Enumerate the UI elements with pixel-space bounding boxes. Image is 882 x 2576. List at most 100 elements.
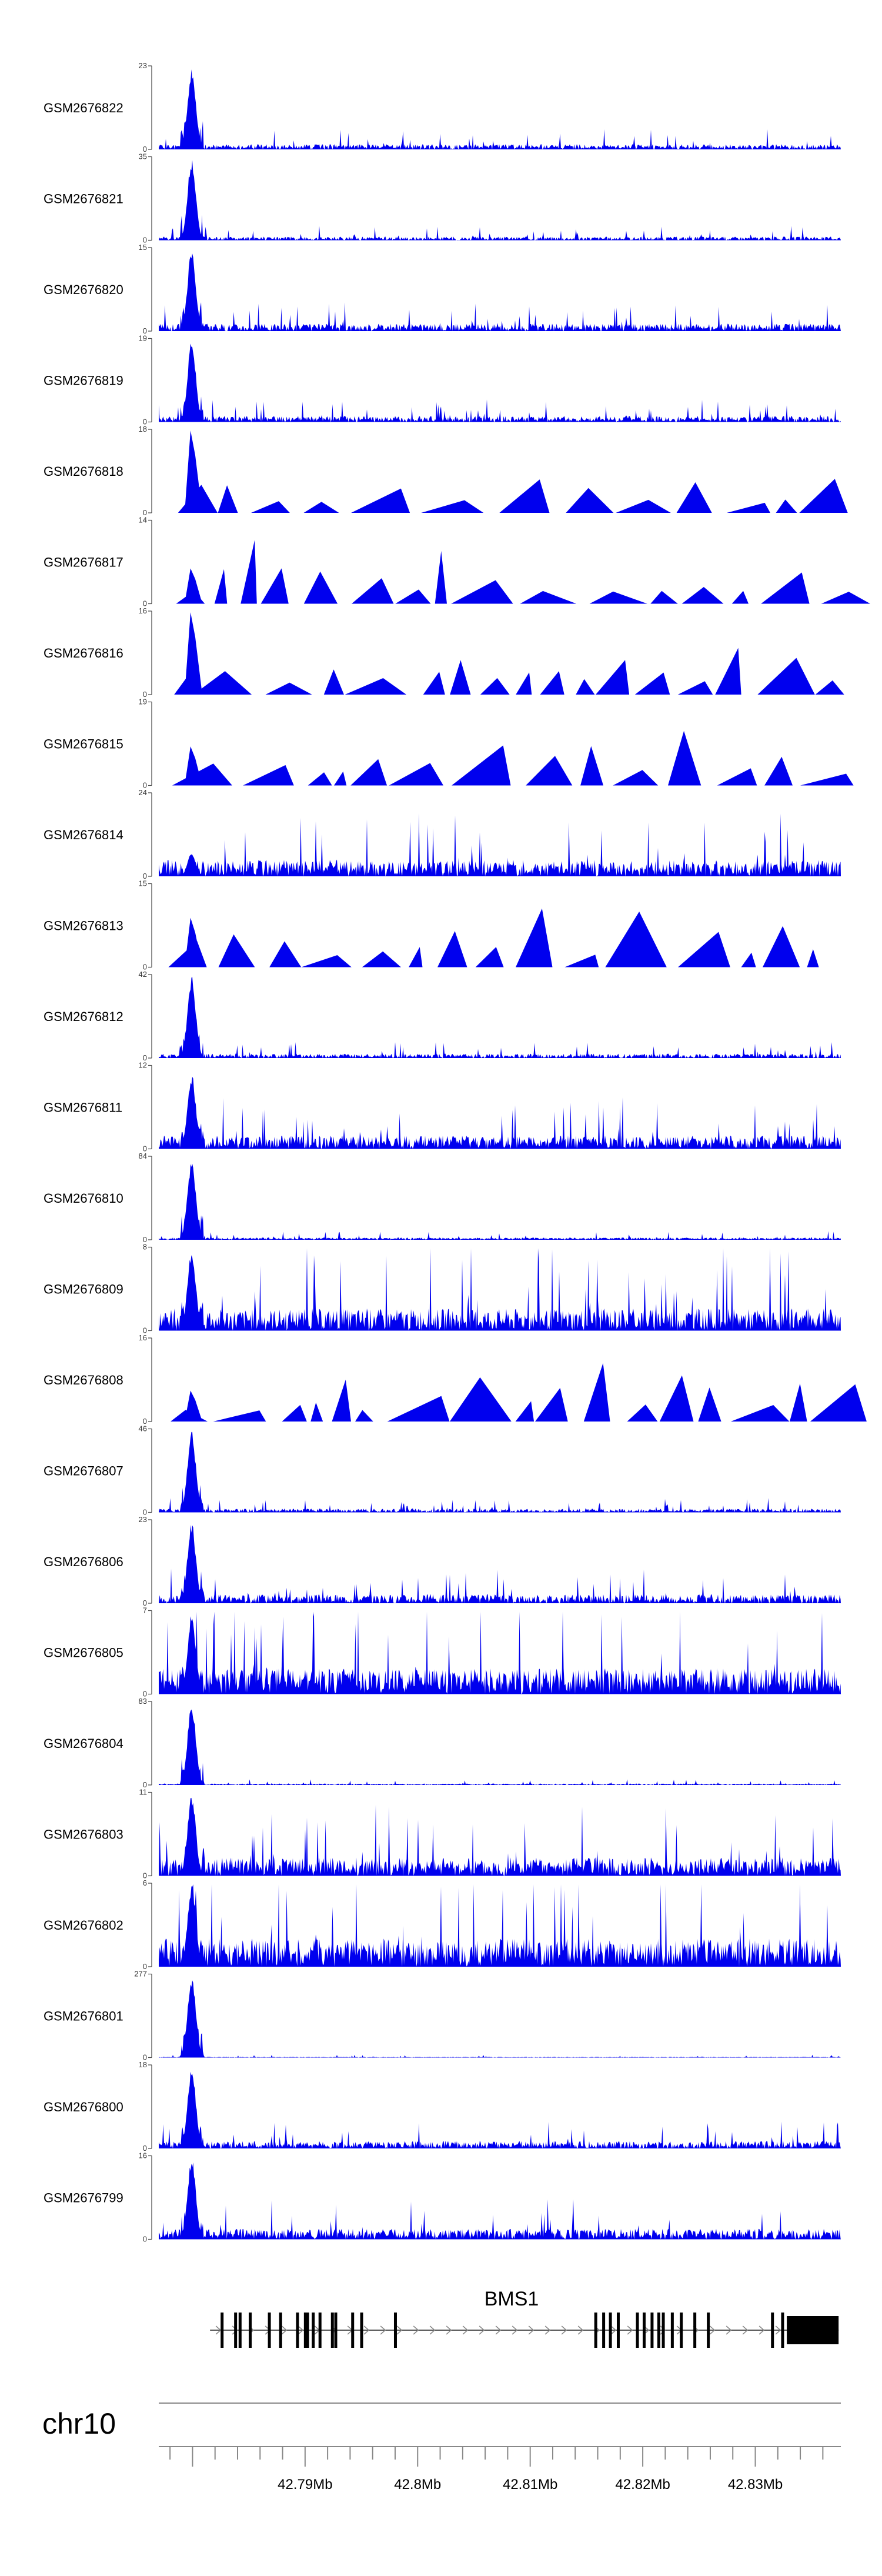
y-axis-max-label: 12 — [139, 1061, 147, 1070]
y-axis-min-label: 0 — [143, 1053, 147, 1062]
track-GSM2676816: GSM2676816 16 0 — [44, 606, 844, 699]
chromosome-label: chr10 — [42, 2407, 116, 2440]
y-axis-min-label: 0 — [143, 2053, 147, 2062]
exon — [334, 2313, 338, 2348]
y-axis-min-label: 0 — [143, 781, 147, 790]
track-label: GSM2676818 — [44, 464, 123, 479]
coverage-area — [159, 1797, 841, 1876]
y-axis-max-label: 83 — [139, 1697, 147, 1706]
y-axis-max-label: 84 — [139, 1152, 147, 1160]
y-axis-max-label: 23 — [139, 1515, 147, 1524]
y-axis-max-label: 7 — [143, 1606, 147, 1615]
strand-arrow — [775, 2325, 781, 2335]
strand-arrow — [561, 2325, 567, 2335]
exon — [602, 2313, 606, 2348]
strand-arrow — [610, 2325, 617, 2335]
y-axis-max-label: 19 — [139, 334, 147, 343]
strand-arrow — [528, 2325, 534, 2335]
y-axis-max-label: 35 — [139, 152, 147, 161]
track-GSM2676820: GSM2676820 15 0 — [44, 243, 841, 335]
y-axis-min-label: 0 — [143, 690, 147, 699]
strand-arrow — [429, 2325, 436, 2335]
strand-arrow — [627, 2325, 633, 2335]
exon — [609, 2313, 612, 2348]
y-axis-min-label: 0 — [143, 1599, 147, 1607]
strand-arrow — [759, 2325, 765, 2335]
track-label: GSM2676805 — [44, 1646, 123, 1660]
exon — [707, 2313, 710, 2348]
y-axis-max-label: 16 — [139, 1333, 147, 1342]
track-label: GSM2676814 — [44, 827, 123, 842]
exon — [279, 2313, 282, 2348]
strand-arrow — [232, 2325, 238, 2335]
coverage-area — [165, 908, 829, 967]
coverage-peak — [185, 612, 202, 695]
track-GSM2676805: GSM2676805 7 0 — [44, 1606, 841, 1699]
coverage-area — [159, 813, 841, 876]
exon — [318, 2313, 322, 2348]
coverage-area — [159, 160, 841, 241]
track-GSM2676810: GSM2676810 84 0 — [44, 1152, 841, 1244]
exon — [643, 2313, 646, 2348]
exon — [781, 2313, 784, 2348]
coverage-area — [159, 976, 841, 1058]
track-label: GSM2676813 — [44, 919, 123, 933]
coverage-area — [159, 1432, 841, 1513]
track-GSM2676809: GSM2676809 8 0 — [44, 1243, 841, 1335]
x-tick-label: 42.82Mb — [615, 2477, 670, 2492]
strand-arrow — [446, 2325, 452, 2335]
y-axis-max-label: 11 — [139, 1788, 148, 1797]
track-GSM2676811: GSM2676811 12 0 — [44, 1061, 841, 1153]
exon — [670, 2313, 674, 2348]
track-GSM2676813: GSM2676813 15 0 — [44, 879, 829, 972]
coverage-area — [165, 730, 854, 786]
coverage-area — [159, 1709, 841, 1785]
exon — [616, 2313, 620, 2348]
y-axis-max-label: 23 — [139, 61, 147, 70]
exon — [330, 2313, 334, 2348]
track-label: GSM2676806 — [44, 1554, 123, 1569]
exon — [771, 2313, 774, 2348]
gene-model-track: BMS1 — [210, 2288, 839, 2348]
y-axis-min-label: 0 — [143, 1508, 147, 1517]
track-GSM2676799: GSM2676799 16 0 — [44, 2151, 841, 2244]
coverage-area — [159, 1524, 841, 1603]
track-GSM2676817: GSM2676817 14 0 — [44, 516, 870, 608]
track-label: GSM2676808 — [44, 1373, 123, 1387]
y-axis-min-label: 0 — [143, 1780, 147, 1789]
exon — [249, 2313, 252, 2348]
track-label: GSM2676803 — [44, 1827, 123, 1842]
exon — [234, 2313, 238, 2348]
track-GSM2676806: GSM2676806 23 0 — [44, 1515, 841, 1607]
utr-3prime — [787, 2316, 839, 2344]
y-axis-max-label: 14 — [139, 516, 147, 525]
track-label: GSM2676815 — [44, 737, 123, 752]
strand-arrow — [462, 2325, 469, 2335]
track-label: GSM2676822 — [44, 101, 123, 115]
coverage-area — [165, 479, 848, 513]
coverage-area — [159, 69, 841, 149]
coverage-area — [159, 1163, 841, 1240]
coverage-area — [159, 1980, 841, 2058]
track-GSM2676812: GSM2676812 42 0 — [44, 970, 841, 1062]
y-axis-min-label: 0 — [143, 2144, 147, 2153]
track-GSM2676803: GSM2676803 11 0 — [44, 1788, 841, 1880]
strand-arrow — [495, 2325, 502, 2335]
track-GSM2676801: GSM2676801 277 0 — [44, 1970, 841, 2062]
track-GSM2676807: GSM2676807 46 0 — [44, 1424, 841, 1517]
y-axis-min-label: 0 — [143, 236, 147, 245]
track-GSM2676800: GSM2676800 18 0 — [44, 2060, 841, 2153]
track-GSM2676802: GSM2676802 6 0 — [44, 1878, 841, 1971]
coverage-area — [159, 2071, 841, 2148]
y-axis-max-label: 18 — [139, 2060, 147, 2069]
y-axis-max-label: 16 — [139, 606, 147, 615]
strand-arrow — [298, 2325, 304, 2335]
y-axis-min-label: 0 — [143, 508, 147, 517]
track-GSM2676815: GSM2676815 19 0 — [44, 698, 854, 790]
y-axis-max-label: 277 — [134, 1970, 147, 1978]
gene-name: BMS1 — [485, 2288, 539, 2310]
y-axis-max-label: 18 — [139, 425, 147, 433]
y-axis-min-label: 0 — [143, 599, 147, 608]
strand-arrow — [577, 2325, 584, 2335]
